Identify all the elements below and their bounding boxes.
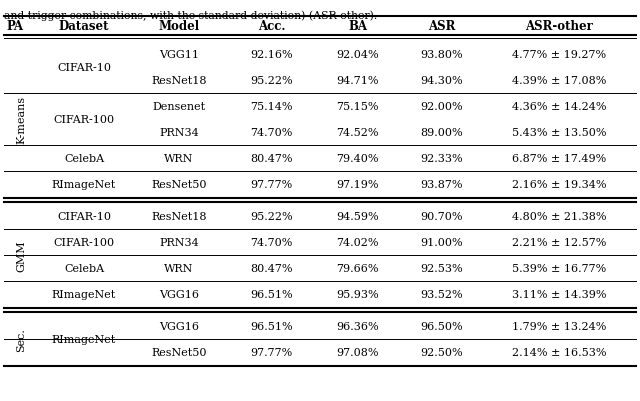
Text: 74.70%: 74.70% xyxy=(250,237,292,247)
Text: 92.33%: 92.33% xyxy=(420,154,463,164)
Text: 94.71%: 94.71% xyxy=(336,76,379,86)
Text: 5.39% ± 16.77%: 5.39% ± 16.77% xyxy=(513,263,607,273)
Text: 95.93%: 95.93% xyxy=(336,289,379,299)
Text: 95.22%: 95.22% xyxy=(250,211,293,221)
Text: 74.52%: 74.52% xyxy=(336,128,379,138)
Text: PRN34: PRN34 xyxy=(159,237,199,247)
Text: ResNet50: ResNet50 xyxy=(151,347,207,357)
Text: 93.52%: 93.52% xyxy=(420,289,463,299)
Text: 2.16% ± 19.34%: 2.16% ± 19.34% xyxy=(512,180,607,190)
Text: 96.51%: 96.51% xyxy=(250,321,293,331)
Text: 74.02%: 74.02% xyxy=(336,237,379,247)
Text: 95.22%: 95.22% xyxy=(250,76,293,86)
Text: WRN: WRN xyxy=(164,263,194,273)
Text: 2.21% ± 12.57%: 2.21% ± 12.57% xyxy=(512,237,607,247)
Text: CIFAR-100: CIFAR-100 xyxy=(53,237,115,247)
Text: Sec.: Sec. xyxy=(16,327,26,351)
Text: CIFAR-100: CIFAR-100 xyxy=(53,115,115,125)
Text: 92.16%: 92.16% xyxy=(250,50,293,60)
Text: VGG11: VGG11 xyxy=(159,50,199,60)
Text: 75.14%: 75.14% xyxy=(250,102,292,112)
Text: RImageNet: RImageNet xyxy=(52,334,116,344)
Text: WRN: WRN xyxy=(164,154,194,164)
Text: 93.80%: 93.80% xyxy=(420,50,463,60)
Text: 92.53%: 92.53% xyxy=(420,263,463,273)
Text: RImageNet: RImageNet xyxy=(52,180,116,190)
Text: and trigger combinations, with the standard deviation) (ASR-other).: and trigger combinations, with the stand… xyxy=(4,10,377,20)
Text: ASR-other: ASR-other xyxy=(525,20,593,33)
Text: 94.59%: 94.59% xyxy=(336,211,379,221)
Text: ResNet18: ResNet18 xyxy=(151,76,207,86)
Text: 75.15%: 75.15% xyxy=(336,102,379,112)
Text: 5.43% ± 13.50%: 5.43% ± 13.50% xyxy=(512,128,607,138)
Text: Acc.: Acc. xyxy=(258,20,285,33)
Text: 80.47%: 80.47% xyxy=(250,263,292,273)
Text: 4.36% ± 14.24%: 4.36% ± 14.24% xyxy=(512,102,607,112)
Text: 94.30%: 94.30% xyxy=(420,76,463,86)
Text: 91.00%: 91.00% xyxy=(420,237,463,247)
Text: ResNet18: ResNet18 xyxy=(151,211,207,221)
Text: 92.50%: 92.50% xyxy=(420,347,463,357)
Text: 4.80% ± 21.38%: 4.80% ± 21.38% xyxy=(512,211,607,221)
Text: 92.04%: 92.04% xyxy=(336,50,379,60)
Text: 92.00%: 92.00% xyxy=(420,102,463,112)
Text: ASR: ASR xyxy=(428,20,455,33)
Text: PRN34: PRN34 xyxy=(159,128,199,138)
Text: CelebA: CelebA xyxy=(64,154,104,164)
Text: 97.77%: 97.77% xyxy=(250,180,292,190)
Text: VGG16: VGG16 xyxy=(159,289,199,299)
Text: 4.39% ± 17.08%: 4.39% ± 17.08% xyxy=(512,76,607,86)
Text: 97.08%: 97.08% xyxy=(336,347,379,357)
Text: 96.50%: 96.50% xyxy=(420,321,463,331)
Text: 3.11% ± 14.39%: 3.11% ± 14.39% xyxy=(512,289,607,299)
Text: PA: PA xyxy=(6,20,23,33)
Text: 6.87% ± 17.49%: 6.87% ± 17.49% xyxy=(513,154,607,164)
Text: 89.00%: 89.00% xyxy=(420,128,463,138)
Text: 1.79% ± 13.24%: 1.79% ± 13.24% xyxy=(512,321,607,331)
Text: Model: Model xyxy=(159,20,200,33)
Text: CelebA: CelebA xyxy=(64,263,104,273)
Text: 79.66%: 79.66% xyxy=(336,263,379,273)
Text: 93.87%: 93.87% xyxy=(420,180,463,190)
Text: Dataset: Dataset xyxy=(59,20,109,33)
Text: K-means: K-means xyxy=(16,96,26,144)
Text: 96.36%: 96.36% xyxy=(336,321,379,331)
Text: CIFAR-10: CIFAR-10 xyxy=(57,211,111,221)
Text: CIFAR-10: CIFAR-10 xyxy=(57,63,111,73)
Text: 79.40%: 79.40% xyxy=(336,154,379,164)
Text: GMM: GMM xyxy=(16,239,26,271)
Text: RImageNet: RImageNet xyxy=(52,289,116,299)
Text: BA: BA xyxy=(348,20,367,33)
Text: 97.19%: 97.19% xyxy=(336,180,379,190)
Text: Densenet: Densenet xyxy=(152,102,205,112)
Text: 90.70%: 90.70% xyxy=(420,211,463,221)
Text: 4.77% ± 19.27%: 4.77% ± 19.27% xyxy=(513,50,607,60)
Text: 2.14% ± 16.53%: 2.14% ± 16.53% xyxy=(512,347,607,357)
Text: 96.51%: 96.51% xyxy=(250,289,293,299)
Text: 74.70%: 74.70% xyxy=(250,128,292,138)
Text: VGG16: VGG16 xyxy=(159,321,199,331)
Text: ResNet50: ResNet50 xyxy=(151,180,207,190)
Text: 80.47%: 80.47% xyxy=(250,154,292,164)
Text: 97.77%: 97.77% xyxy=(250,347,292,357)
